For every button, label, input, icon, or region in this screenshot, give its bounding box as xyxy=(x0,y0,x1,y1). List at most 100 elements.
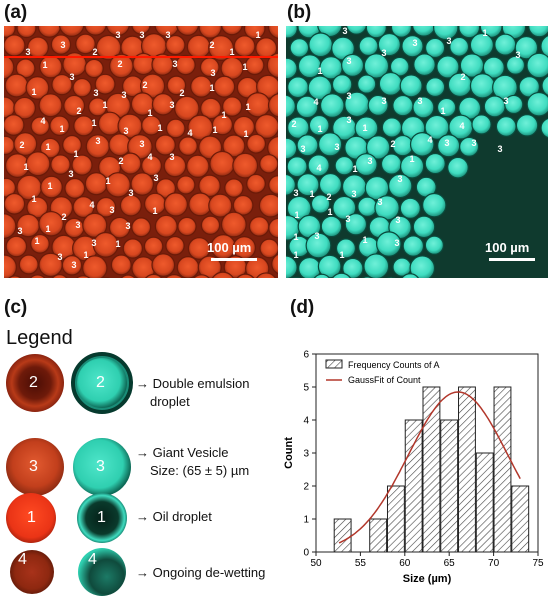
y-tick-label: 4 xyxy=(303,416,309,427)
droplet xyxy=(164,155,186,177)
droplet xyxy=(73,79,91,97)
droplet xyxy=(93,233,118,258)
droplet-label: 1 xyxy=(352,164,357,174)
x-tick-label: 75 xyxy=(532,558,544,569)
droplet xyxy=(164,193,187,216)
legend-line: Size: (65 ± 5) µm xyxy=(150,463,249,478)
y-tick-label: 2 xyxy=(303,482,309,493)
droplet-label: 3 xyxy=(25,47,30,57)
droplet-label: 2 xyxy=(179,88,184,98)
droplet-label: 1 xyxy=(482,28,487,38)
histogram-bar xyxy=(423,387,440,552)
droplet-label: 1 xyxy=(47,181,52,191)
droplet xyxy=(495,34,516,55)
droplet xyxy=(6,236,26,256)
droplet-label: 3 xyxy=(346,56,351,66)
droplet xyxy=(355,154,377,176)
y-tick-label: 5 xyxy=(303,383,309,394)
droplet xyxy=(382,118,401,137)
droplet-label: 3 xyxy=(169,100,174,110)
droplet-label: 3 xyxy=(497,144,502,154)
droplet xyxy=(381,154,401,174)
x-tick-label: 50 xyxy=(310,558,322,569)
droplet-label: 3 xyxy=(395,215,400,225)
droplet-label: 3 xyxy=(128,188,133,198)
droplet-label: 3 xyxy=(139,30,144,40)
droplet-label: 4 xyxy=(427,135,432,145)
legend-line: droplet xyxy=(150,394,190,409)
droplet-label: 3 xyxy=(75,220,80,230)
droplet xyxy=(288,77,309,98)
droplet-label: 3 xyxy=(172,59,177,69)
droplet-label: 4 xyxy=(89,200,94,210)
droplet-label: 4 xyxy=(147,152,152,162)
droplet-label: 3 xyxy=(115,30,120,40)
droplet-label: 3 xyxy=(397,174,402,184)
droplet-label: 1 xyxy=(245,102,250,112)
droplet xyxy=(247,174,266,193)
droplet-label: 1 xyxy=(59,124,64,134)
droplet-label: 3 xyxy=(346,115,351,125)
droplet xyxy=(144,237,162,255)
droplet xyxy=(39,94,62,117)
panel-letter-a: (a) xyxy=(4,2,27,24)
droplet xyxy=(400,75,422,97)
droplet xyxy=(290,39,309,58)
droplet xyxy=(358,75,376,93)
droplet xyxy=(287,157,307,177)
scale-bar-label-a: 100 µm xyxy=(207,240,251,255)
droplet-label: 3 xyxy=(381,48,386,58)
legend-entry-counts: Frequency Counts of A xyxy=(348,360,440,370)
droplet-label: 3 xyxy=(169,152,174,162)
legend-entry-fit: GaussFit of Count xyxy=(348,375,421,385)
histogram-bar xyxy=(370,519,387,552)
droplet xyxy=(214,76,235,97)
y-tick-label: 3 xyxy=(303,449,309,460)
panel-letter-c: (c) xyxy=(4,297,27,319)
droplet xyxy=(393,136,413,156)
droplet-label: 1 xyxy=(73,149,78,159)
droplet xyxy=(152,254,175,277)
droplet-label: 3 xyxy=(345,214,350,224)
droplet xyxy=(426,78,445,97)
y-tick-label: 1 xyxy=(303,515,309,526)
droplet xyxy=(4,194,25,215)
legend-line: Ongoing de-wetting xyxy=(153,565,266,580)
legend-swatch-number: 3 xyxy=(29,458,38,476)
droplet-label: 1 xyxy=(115,239,120,249)
droplet xyxy=(19,255,38,274)
droplet-label: 1 xyxy=(317,66,322,76)
droplet-label: 1 xyxy=(212,125,217,135)
droplet xyxy=(189,193,212,216)
droplet-label: 3 xyxy=(503,96,508,106)
droplet xyxy=(177,257,199,278)
droplet xyxy=(450,37,469,56)
droplet-label: 1 xyxy=(229,47,234,57)
droplet-label: 3 xyxy=(346,91,351,101)
legend-title: Legend xyxy=(6,327,73,350)
droplet-label: 3 xyxy=(300,144,305,154)
droplet-label: 3 xyxy=(394,238,399,248)
y-tick-label: 0 xyxy=(303,548,309,559)
droplet xyxy=(393,96,413,116)
droplet xyxy=(249,217,268,236)
droplet-label: 2 xyxy=(209,40,214,50)
droplet-label: 3 xyxy=(69,72,74,82)
droplet xyxy=(132,218,151,237)
panel-letter-b: (b) xyxy=(287,2,311,24)
droplet-label: 1 xyxy=(221,110,226,120)
droplet xyxy=(51,155,70,174)
droplet xyxy=(260,239,278,258)
droplet-label: 3 xyxy=(68,169,73,179)
droplet-label: 1 xyxy=(83,250,88,260)
histogram-bar xyxy=(334,519,351,552)
droplet xyxy=(321,94,345,118)
droplet xyxy=(177,176,195,194)
droplet xyxy=(85,173,107,195)
droplet-label: 4 xyxy=(187,128,192,138)
droplet-label: 2 xyxy=(92,47,97,57)
droplet xyxy=(225,179,243,197)
droplet-label: 1 xyxy=(362,123,367,133)
droplet-label: 1 xyxy=(309,189,314,199)
